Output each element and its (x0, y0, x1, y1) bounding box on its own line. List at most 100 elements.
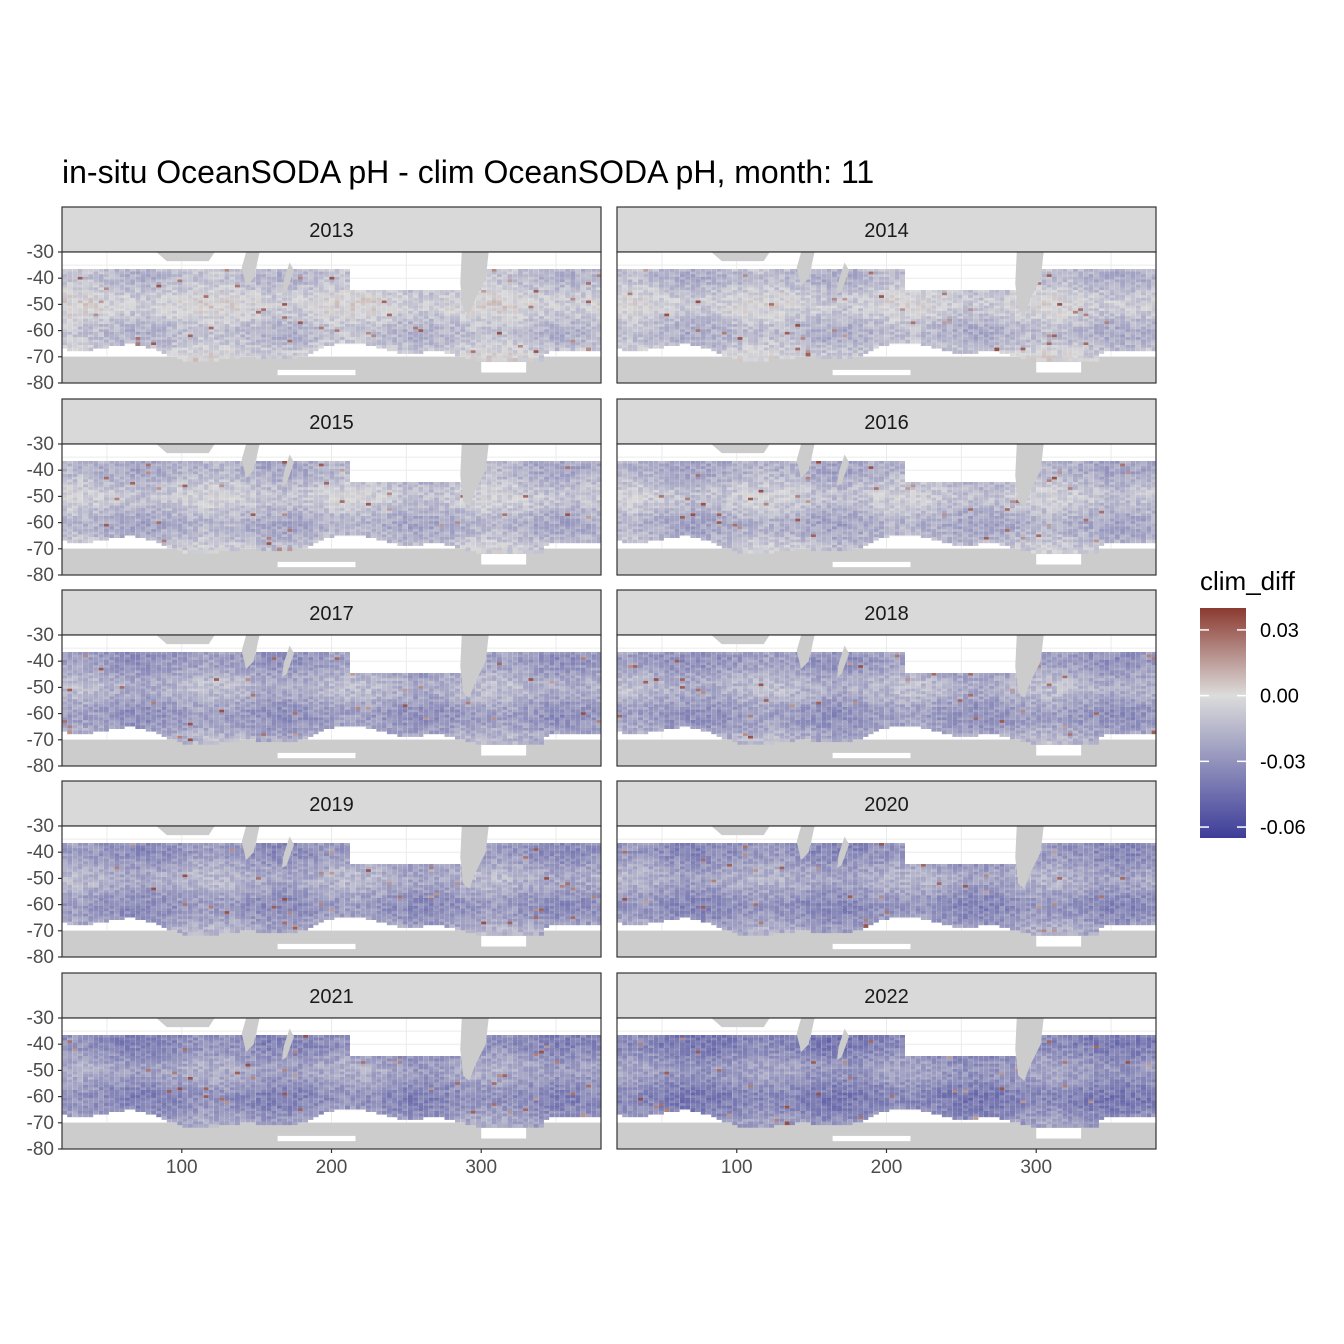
data-cell (114, 297, 120, 302)
data-cell (172, 318, 177, 323)
data-cell (538, 287, 544, 291)
data-cell (161, 274, 167, 278)
data-cell (350, 313, 356, 318)
data-cell (98, 308, 104, 312)
data-cell (187, 274, 193, 278)
data-cell (402, 297, 408, 302)
data-cell (507, 287, 513, 291)
data-cell (502, 290, 508, 294)
data-cell (423, 313, 429, 318)
data-cell (151, 345, 157, 349)
data-cell (538, 282, 544, 286)
data-cell (455, 297, 460, 302)
data-cell (570, 347, 576, 352)
data-cell (580, 287, 586, 291)
data-cell (570, 290, 576, 294)
data-cell (586, 284, 591, 289)
data-cell (250, 279, 256, 284)
data-cell (282, 292, 288, 297)
data-cell (62, 284, 67, 289)
data-cell (407, 292, 413, 297)
data-cell (261, 297, 267, 302)
data-cell (156, 318, 162, 323)
data-cell (413, 324, 419, 328)
data-cell (177, 303, 183, 307)
data-cell (324, 316, 329, 320)
data-cell (517, 282, 523, 286)
data-cell (177, 290, 183, 294)
data-cell (156, 303, 162, 307)
data-cell (596, 274, 602, 278)
data-cell (140, 271, 146, 276)
data-cell (229, 282, 235, 286)
data-cell (528, 358, 534, 362)
data-cell (261, 295, 267, 299)
data-cell (151, 313, 157, 318)
data-cell (229, 305, 235, 310)
data-cell (345, 321, 350, 325)
data-cell (172, 274, 177, 278)
data-cell (418, 290, 424, 294)
data-cell (575, 290, 581, 294)
data-cell (303, 321, 309, 325)
data-cell (83, 292, 88, 297)
data-cell (517, 271, 523, 276)
data-cell (350, 305, 356, 310)
data-cell (234, 310, 240, 315)
data-cell (303, 305, 309, 310)
data-cell (533, 269, 539, 273)
data-cell (407, 297, 413, 302)
data-cell (119, 300, 125, 305)
data-cell (103, 345, 109, 349)
data-cell (140, 313, 146, 318)
data-cell (386, 300, 392, 305)
data-cell (193, 358, 198, 362)
data-cell (130, 339, 136, 344)
data-cell (255, 282, 261, 286)
data-cell (187, 287, 193, 291)
data-cell (156, 321, 162, 325)
data-cell (109, 305, 115, 310)
data-cell (575, 292, 581, 297)
data-cell (72, 287, 78, 291)
data-cell (103, 305, 109, 310)
data-cell (198, 310, 204, 315)
data-cell (240, 295, 246, 299)
data-cell (586, 276, 591, 281)
data-cell (161, 276, 167, 281)
data-cell (135, 316, 141, 320)
data-cell (455, 300, 460, 305)
data-cell (470, 324, 476, 328)
data-cell (544, 321, 550, 325)
data-cell (507, 303, 513, 307)
data-cell (507, 282, 513, 286)
data-cell (376, 308, 382, 312)
data-cell (250, 352, 256, 357)
data-cell (287, 324, 293, 328)
data-cell (103, 297, 109, 302)
data-cell (177, 287, 183, 291)
data-cell (423, 318, 429, 323)
data-cell (234, 276, 240, 281)
data-cell (114, 324, 120, 328)
data-cell (266, 292, 272, 297)
data-cell (318, 279, 324, 284)
facet-panel-2014: 2014 (616, 206, 1157, 384)
data-cell (308, 269, 314, 273)
data-cell (88, 305, 94, 310)
data-cell (580, 292, 586, 297)
data-cell (439, 318, 445, 323)
data-cell (109, 271, 115, 276)
data-cell (203, 310, 209, 315)
data-cell (392, 310, 398, 315)
data-cell (224, 316, 230, 320)
data-cell (423, 300, 429, 305)
data-cell (428, 318, 434, 323)
data-cell (109, 292, 115, 297)
data-cell (324, 308, 329, 312)
data-cell (554, 308, 560, 312)
data-cell (538, 271, 544, 276)
data-cell (455, 316, 460, 320)
data-cell (166, 352, 172, 357)
data-cell (103, 300, 109, 305)
